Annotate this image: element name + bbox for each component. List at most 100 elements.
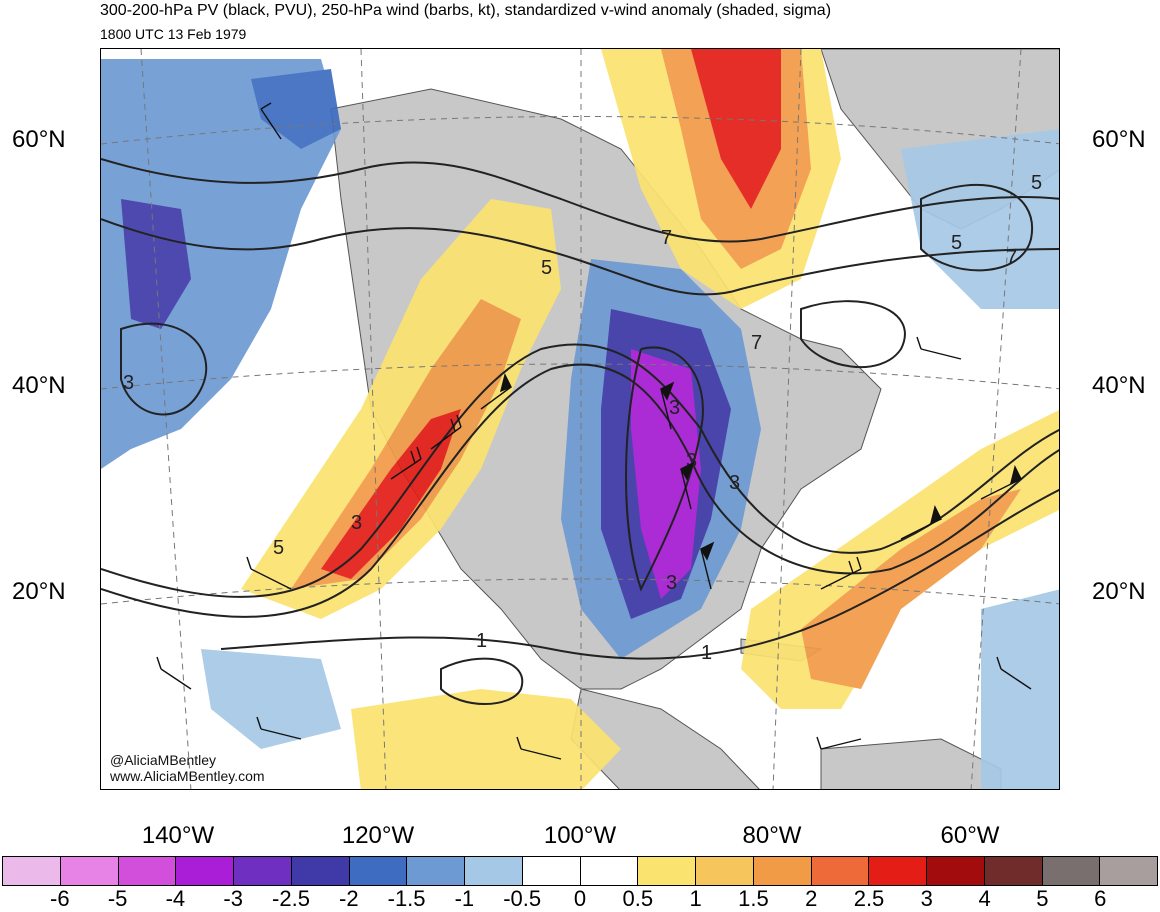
- colorbar-tick-label: 1.5: [738, 886, 769, 911]
- colorbar-box: [176, 857, 234, 885]
- anomaly-orange-westcoast: [291, 299, 521, 589]
- wind-barb: [480, 372, 512, 410]
- credit-handle: @AliciaMBentley: [110, 752, 217, 768]
- anomaly-red-westcoast: [321, 409, 461, 579]
- anomaly-blue-pacific: [101, 59, 341, 469]
- colorbar-box: [1042, 857, 1101, 885]
- pv-contour-label: 3: [351, 512, 362, 534]
- wind-barb: [156, 656, 192, 690]
- wind-barb: [390, 446, 422, 480]
- colorbar-tick-label: 1: [689, 886, 702, 911]
- pv-contour-label: 5: [541, 257, 552, 279]
- lon-label-60w: 60°W: [940, 822, 1000, 849]
- pv-contour: [101, 363, 1059, 618]
- pv-contour: [120, 322, 208, 416]
- colorbar-tick-label: -1.5: [387, 886, 426, 911]
- wind-barb: [816, 736, 862, 750]
- lon-label-100w: 100°W: [543, 822, 617, 849]
- colorbar-box: [984, 857, 1043, 885]
- colorbar-box: [869, 857, 927, 885]
- pv-contour-label: 5: [1031, 172, 1042, 194]
- pv-contour-label: 3: [669, 397, 680, 419]
- pv-contour: [101, 158, 1059, 243]
- pv-contour: [920, 184, 1034, 272]
- colorbar-box: [927, 857, 985, 885]
- colorbar-box: [349, 857, 408, 885]
- lat-label-left-20n: 20°N: [12, 578, 66, 605]
- graticule-lon-140w: [140, 49, 192, 789]
- wind-barb: [516, 736, 562, 760]
- anomaly-lightblue-atlantic: [901, 129, 1059, 309]
- colorbar-tick-label: 6: [1094, 886, 1107, 911]
- wind-barb: [900, 504, 942, 540]
- pv-contour-label: 7: [1006, 247, 1017, 269]
- lat-label-right-40n: 40°N: [1092, 372, 1146, 399]
- colorbar-tick-label: 4: [978, 886, 991, 911]
- colorbar-tick-label: -4: [165, 886, 186, 911]
- graticule-lon-120w: [360, 49, 387, 789]
- colorbar-box: [291, 857, 350, 885]
- pv-contours: [101, 158, 1059, 705]
- lat-label-right-60n: 60°N: [1092, 126, 1146, 153]
- colorbar-tick-label: -1: [454, 886, 475, 911]
- colorbar-box: [696, 857, 754, 885]
- anomaly-shading: [101, 49, 1059, 789]
- colorbar-box: [465, 857, 523, 885]
- pv-contour: [101, 343, 1059, 598]
- map-title: 300-200-hPa PV (black, PVU), 250-hPa win…: [100, 2, 832, 19]
- colorbar-box: [234, 857, 292, 885]
- graticule-lon-80w: [772, 49, 802, 789]
- wind-barb: [916, 336, 962, 360]
- colorbar-tick-label: 3: [920, 886, 933, 911]
- pv-contour: [101, 218, 1059, 296]
- colorbar-tick-label: -0.5: [503, 886, 542, 911]
- pv-contour: [440, 657, 524, 705]
- pv-contour: [220, 488, 1059, 660]
- pv-contour: [800, 300, 906, 369]
- lat-label-right-20n: 20°N: [1092, 578, 1146, 605]
- anomaly-red-north: [691, 49, 781, 209]
- wind-barb: [980, 464, 1022, 500]
- colorbar-tick-label: -2: [339, 886, 359, 911]
- colorbar-box: [753, 857, 812, 885]
- colorbar-tick-label: 0.5: [622, 886, 654, 911]
- colorbar-box: [811, 857, 870, 885]
- lon-label-80w: 80°W: [742, 822, 802, 849]
- wind-barb: [820, 556, 862, 590]
- colorbar-tick-label: 2.5: [853, 886, 885, 911]
- colorbar-tick-label: -3: [223, 886, 243, 911]
- wind-barb: [246, 556, 292, 590]
- anomaly-purple-central: [631, 349, 701, 599]
- colorbar-tick-label: -2.5: [272, 886, 310, 911]
- pv-contour-label: 7: [751, 332, 762, 354]
- anomaly-yellow-south: [351, 689, 621, 789]
- pv-contour-label: 7: [661, 227, 672, 249]
- pv-contour-label: 1: [701, 642, 712, 664]
- colorbar-tick-label: 5: [1036, 886, 1049, 911]
- colorbar-tick-label: 0: [573, 886, 587, 911]
- colorbar: [2, 856, 1158, 886]
- wind-barb: [660, 381, 675, 430]
- wind-barb: [680, 461, 695, 510]
- pv-contour-label: 3: [729, 472, 740, 494]
- pv-contour-label: 5: [951, 232, 962, 254]
- lon-label-140w: 140°W: [141, 822, 215, 849]
- pv-contour-label: 3: [123, 372, 134, 394]
- colorbar-box: [3, 857, 61, 885]
- colorbar-box: [580, 857, 639, 885]
- graticule-lon-60w: [970, 49, 1022, 789]
- anomaly-blue-alaska: [251, 69, 341, 149]
- pv-contour-labels: 5 5 7 7 5 7 3 3 5 3 3 3 3 1 1: [123, 172, 1042, 664]
- colorbar-box: [118, 857, 177, 885]
- graticule: [101, 49, 1059, 789]
- map-panel: 5 5 7 7 5 7 3 3 5 3 3 3 3 1 1: [100, 48, 1060, 790]
- colorbar-box: [522, 857, 581, 885]
- wind-barb: [996, 656, 1032, 690]
- colorbar-tick-label: -6: [50, 886, 70, 911]
- wind-barbs: [156, 102, 1032, 760]
- wind-barb: [260, 102, 282, 140]
- colorbar-box: [407, 857, 465, 885]
- wind-barb: [430, 414, 462, 450]
- credit-website: www.AliciaMBentley.com: [110, 768, 265, 784]
- wind-barb: [700, 541, 715, 590]
